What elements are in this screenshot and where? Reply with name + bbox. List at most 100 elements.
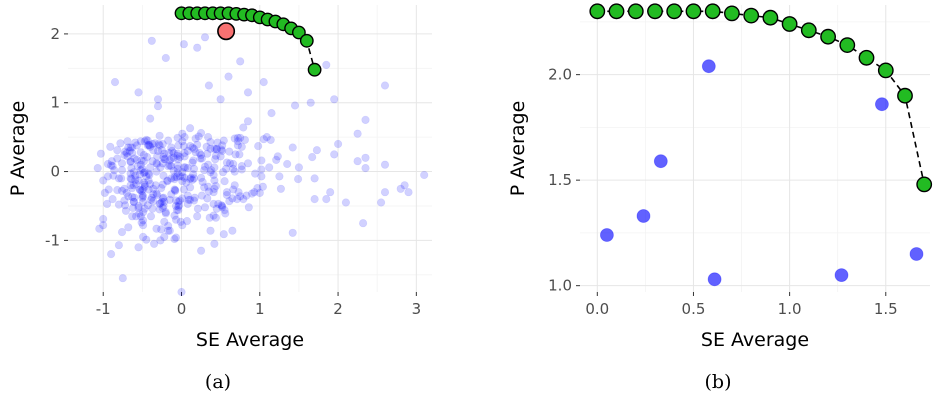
scatter-point — [237, 142, 246, 151]
scatter-point — [228, 226, 237, 235]
scatter-point — [294, 163, 304, 172]
scatter-point — [242, 191, 251, 200]
scatter-point — [243, 159, 253, 168]
scatter-point — [178, 172, 187, 181]
scatter-point — [157, 197, 166, 206]
scatter-point — [189, 164, 199, 173]
scatter-point — [229, 159, 238, 169]
scatter-point — [144, 169, 153, 178]
scatter-point — [255, 188, 264, 197]
scatter-point — [100, 188, 109, 197]
scatter-point — [235, 150, 244, 159]
scatter-point — [128, 184, 137, 193]
scatter-point — [137, 156, 146, 165]
scatter-point — [158, 159, 167, 168]
figure-b: 0.0 0.5 1.0 1.5 1.0 1.5 2.0 SE Average P Average… — [470, 0, 933, 408]
scatter-point — [164, 221, 173, 230]
scatter-point — [146, 179, 155, 188]
frontier-point — [820, 28, 836, 45]
scatter-point — [257, 156, 266, 165]
scatter-point — [129, 197, 138, 206]
scatter-point — [120, 147, 130, 156]
scatter-point — [231, 150, 240, 159]
scatter-point — [136, 137, 145, 146]
scatter-point — [167, 143, 176, 152]
scatter-point — [139, 178, 148, 187]
scatter-point — [182, 178, 191, 187]
scatter-point — [171, 186, 180, 195]
scatter-point — [177, 287, 186, 297]
scatter-point — [146, 195, 156, 204]
scatter-point — [308, 153, 317, 162]
scatter-point — [244, 203, 253, 212]
scatter-point — [134, 243, 143, 252]
scatter-point — [179, 163, 188, 172]
scatter-point — [200, 33, 210, 42]
scatter-point — [211, 213, 220, 222]
scatter-point — [134, 201, 143, 211]
scatter-point — [214, 199, 223, 208]
scatter-point — [134, 176, 143, 185]
scatter-point — [137, 218, 146, 227]
scatter-point — [361, 115, 370, 124]
scatter-point — [110, 166, 119, 175]
scatter-point — [174, 155, 183, 164]
scatter-point — [135, 170, 145, 179]
scatter-point — [188, 175, 197, 184]
scatter-point — [212, 204, 221, 213]
scatter-point — [361, 153, 370, 162]
x-tick-label: 0.5 — [682, 300, 706, 318]
scatter-point — [138, 164, 147, 173]
scatter-point — [158, 139, 167, 149]
scatter-point — [170, 173, 179, 182]
scatter-point — [420, 170, 429, 180]
scatter-point — [173, 168, 182, 177]
scatter-point — [265, 163, 274, 172]
scatter-point — [174, 197, 183, 206]
scatter-point — [193, 212, 202, 221]
scatter-point — [103, 159, 112, 169]
scatter-point — [114, 174, 123, 183]
scatter-point — [120, 201, 130, 210]
scatter-point — [164, 136, 173, 145]
scatter-point — [171, 201, 181, 211]
y-tick-label: 0 — [50, 163, 60, 181]
scatter-point — [202, 142, 211, 151]
scatter-point — [139, 192, 148, 201]
frontier-point — [800, 22, 817, 39]
scatter-point — [197, 154, 206, 163]
scatter-point — [636, 209, 651, 223]
frontier-point — [743, 7, 760, 24]
scatter-point — [251, 169, 260, 178]
scatter-point — [155, 141, 164, 150]
scatter-point — [174, 202, 183, 211]
scatter-point — [172, 173, 181, 182]
scatter-point — [160, 217, 169, 226]
scatter-point — [909, 247, 924, 261]
scatter-point — [130, 193, 139, 202]
scatter-point — [165, 226, 174, 235]
frontier-point — [647, 3, 663, 20]
scatter-point — [210, 239, 219, 248]
scatter-point — [273, 152, 282, 161]
x-tick-label: 3 — [412, 300, 422, 318]
scatter-point — [653, 154, 668, 169]
figure-a: -1 0 1 2 3 -1 0 1 2 SE Average P Average (a) — [0, 0, 460, 408]
scatter-point — [113, 154, 122, 163]
scatter-point — [148, 139, 157, 149]
scatter-point — [132, 141, 141, 150]
scatter-point — [236, 133, 245, 142]
scatter-point — [153, 190, 162, 200]
scatter-point — [312, 146, 322, 155]
scatter-point — [225, 147, 234, 156]
scatter-point — [218, 201, 227, 211]
scatter-point — [124, 192, 133, 201]
scatter-point — [204, 182, 213, 191]
scatter-point — [186, 183, 195, 192]
scatter-point — [103, 172, 112, 181]
scatter-point — [158, 180, 167, 189]
scatter-point — [135, 209, 144, 218]
scatter-point — [143, 136, 152, 145]
scatter-point — [186, 173, 195, 182]
scatter-point — [283, 159, 292, 169]
